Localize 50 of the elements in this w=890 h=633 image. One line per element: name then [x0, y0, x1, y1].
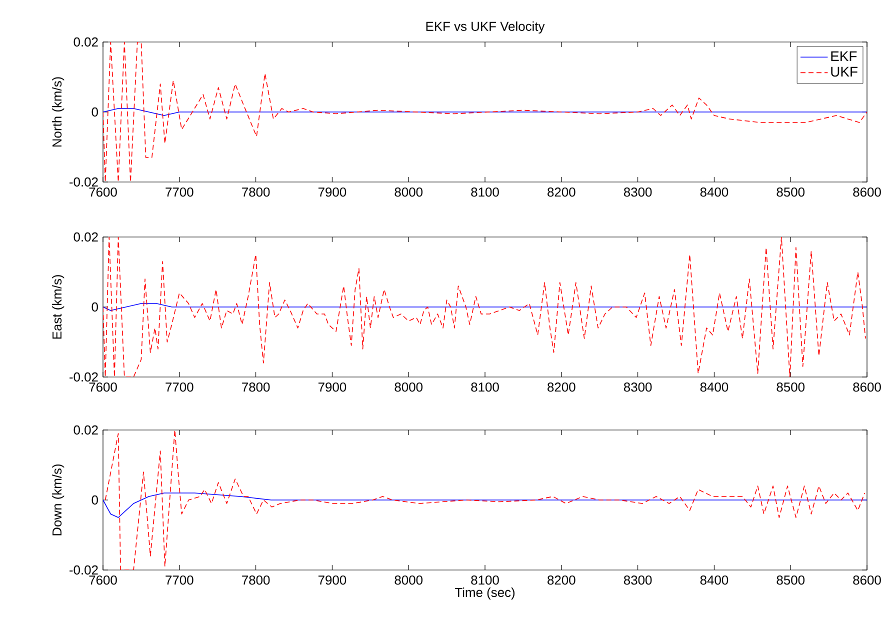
- x-tick-label: 8400: [700, 382, 728, 392]
- x-tick-label: 8600: [853, 188, 881, 197]
- x-tick-label: 8300: [624, 382, 652, 392]
- y-axis-title: Down (km/s): [52, 464, 64, 536]
- x-tick-label: 7800: [242, 382, 270, 392]
- x-tick-label: 7600: [89, 576, 117, 585]
- x-tick-label: 8300: [624, 188, 652, 197]
- y-tick-label: 0.02: [74, 37, 98, 47]
- y-tick-label: 0: [92, 495, 98, 505]
- x-tick-label: 7700: [166, 576, 194, 585]
- x-tick-label: 8400: [700, 188, 728, 197]
- y-tick-label: -0.02: [70, 565, 98, 575]
- legend-label: EKF: [831, 51, 857, 61]
- x-tick-label: 8300: [624, 576, 652, 585]
- x-tick-label: 8400: [700, 576, 728, 585]
- x-tick-label: 8200: [548, 188, 576, 197]
- x-tick-label: 8100: [471, 382, 499, 392]
- x-tick-label: 8600: [853, 576, 881, 585]
- x-tick-label: 8600: [853, 382, 881, 392]
- y-tick-label: 0: [92, 302, 98, 312]
- x-tick-label: 7800: [242, 576, 270, 585]
- x-tick-label: 7900: [318, 382, 346, 392]
- y-tick-label: 0.02: [74, 425, 98, 435]
- y-tick-label: 0.02: [74, 232, 98, 242]
- x-tick-label: 8200: [548, 382, 576, 392]
- x-tick-label: 8200: [548, 576, 576, 585]
- x-tick-label: 8000: [394, 382, 423, 392]
- x-tick-label: 7700: [166, 382, 194, 392]
- x-tick-label: 8500: [776, 188, 805, 197]
- x-tick-label: 8500: [776, 576, 805, 585]
- line-series: [103, 237, 866, 377]
- x-tick-label: 8500: [776, 382, 805, 392]
- y-axis-title: North (km/s): [52, 77, 64, 147]
- y-tick-label: -0.02: [70, 177, 98, 187]
- x-tick-label: 8000: [394, 576, 423, 585]
- x-tick-label: 7600: [89, 188, 117, 197]
- x-axis-title: Time (sec): [454, 588, 515, 600]
- y-tick-label: 0: [92, 107, 98, 117]
- y-axis-title: East (km/s): [52, 275, 64, 339]
- chart-title: EKF vs UKF Velocity: [426, 21, 545, 34]
- x-tick-label: 7900: [318, 576, 346, 585]
- x-tick-label: 8000: [394, 188, 423, 197]
- x-tick-label: 8100: [471, 576, 499, 585]
- x-tick-label: 7700: [166, 188, 194, 197]
- x-tick-label: 7900: [318, 188, 346, 197]
- y-tick-label: -0.02: [70, 372, 98, 382]
- x-tick-label: 8100: [471, 188, 499, 197]
- legend-label: UKF: [831, 66, 858, 77]
- x-tick-label: 7600: [89, 382, 117, 392]
- x-tick-label: 7800: [242, 188, 270, 197]
